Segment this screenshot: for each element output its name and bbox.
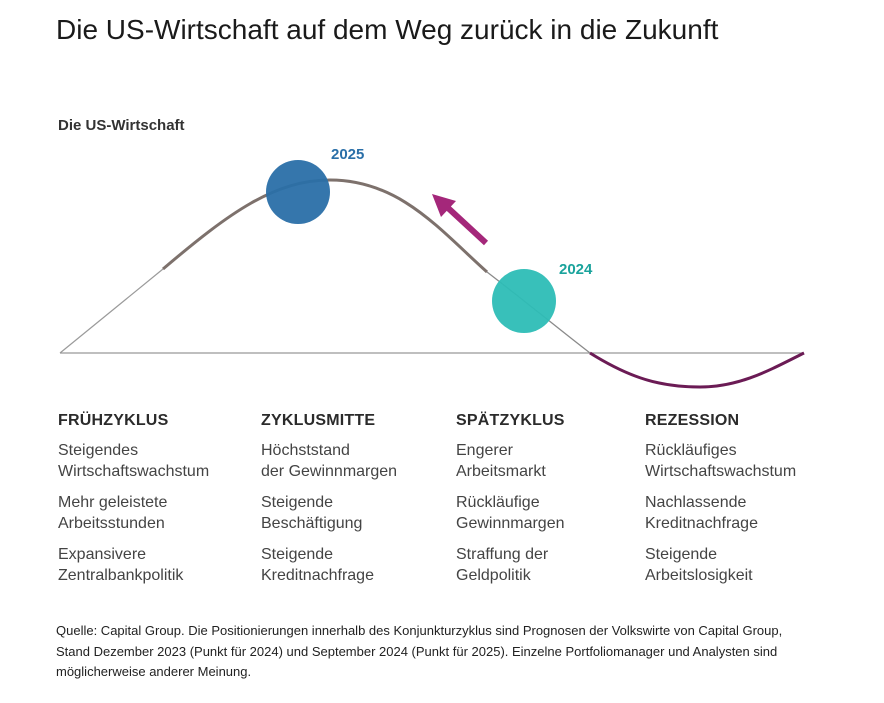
- cycle-curve: [162, 178, 488, 274]
- page-title: Die US-Wirtschaft auf dem Weg zurück in …: [56, 14, 719, 45]
- phase-heading: FRÜHZYKLUS: [58, 412, 169, 429]
- phase-heading: ZYKLUSMITTE: [261, 412, 376, 429]
- phase-item: Nachlassende Kreditnachfrage: [645, 494, 758, 532]
- phase-column-early: FRÜHZYKLUS Steigendes Wirtschaftswachstu…: [58, 412, 243, 596]
- phase-item: Rückläufige Gewinnmargen: [456, 494, 565, 532]
- label-2024: 2024: [559, 261, 593, 278]
- phase-item: Steigende Kreditnachfrage: [261, 546, 374, 584]
- phase-column-mid: ZYKLUSMITTE Höchststand der Gewinnmargen…: [261, 412, 446, 596]
- business-cycle-diagram: Die US-Wirtschaft 2025 2024: [58, 117, 805, 389]
- phase-item: Steigendes Wirtschaftswachstum: [58, 442, 210, 480]
- phase-column-late: SPÄTZYKLUS Engerer Arbeitsmarkt Rückläuf…: [456, 412, 641, 596]
- label-2025: 2025: [331, 146, 364, 163]
- point-2024: [492, 269, 556, 333]
- recession-curve: [589, 351, 805, 389]
- early-cycle-line: [59, 268, 164, 354]
- phase-heading: REZESSION: [645, 412, 740, 429]
- direction-arrow: [432, 194, 489, 246]
- phase-item: Steigende Arbeitslosigkeit: [645, 546, 753, 584]
- phase-heading: SPÄTZYKLUS: [456, 412, 565, 429]
- phase-item: Straffung der Geldpolitik: [456, 546, 549, 584]
- phase-item: Rückläufiges Wirtschaftswachstum: [645, 442, 797, 480]
- phase-item: Mehr geleistete Arbeitsstunden: [58, 494, 168, 532]
- phase-item: Höchststand der Gewinnmargen: [261, 442, 398, 480]
- phase-item: Engerer Arbeitsmarkt: [456, 442, 546, 480]
- diagram-subtitle: Die US-Wirtschaft: [58, 117, 185, 134]
- phase-item: Expansivere Zentralbankpolitik: [58, 546, 184, 584]
- phase-item: Steigende Beschäftigung: [261, 494, 363, 532]
- source-note: Quelle: Capital Group. Die Positionierun…: [56, 623, 783, 679]
- point-2025: [266, 160, 330, 224]
- phase-column-recession: REZESSION Rückläufiges Wirtschaftswachst…: [645, 412, 830, 596]
